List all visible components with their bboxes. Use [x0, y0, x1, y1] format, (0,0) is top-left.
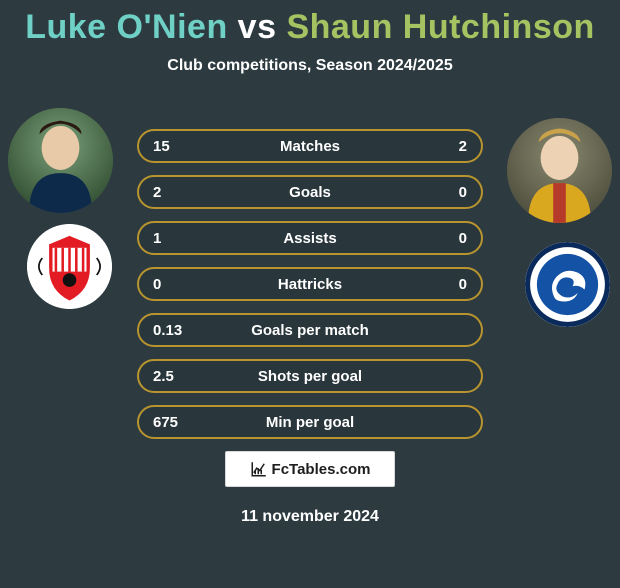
chart-icon — [250, 460, 268, 478]
stat-label: Goals per match — [219, 322, 401, 339]
stat-value-left: 15 — [139, 138, 219, 155]
stat-value-right: 2 — [401, 138, 481, 155]
stat-label: Hattricks — [219, 276, 401, 293]
stat-value-left: 1 — [139, 230, 219, 247]
stat-row: 15Matches2 — [137, 129, 483, 163]
player1-name: Luke O'Nien — [25, 8, 228, 46]
stat-row: 2.5Shots per goal — [137, 359, 483, 393]
stat-label: Min per goal — [219, 414, 401, 431]
stat-value-left: 675 — [139, 414, 219, 431]
vs-text: vs — [228, 8, 287, 46]
badge-text: FcTables.com — [272, 461, 371, 478]
stat-label: Assists — [219, 230, 401, 247]
fctables-badge: FcTables.com — [225, 451, 395, 487]
stat-value-right: 0 — [401, 184, 481, 201]
stat-row: 0.13Goals per match — [137, 313, 483, 347]
player1-club-crest — [27, 224, 112, 309]
stat-label: Goals — [219, 184, 401, 201]
stat-value-left: 0.13 — [139, 322, 219, 339]
subtitle: Club competitions, Season 2024/2025 — [0, 57, 620, 75]
stat-value-left: 2.5 — [139, 368, 219, 385]
stat-row: 0Hattricks0 — [137, 267, 483, 301]
stats-table: 15Matches22Goals01Assists00Hattricks00.1… — [137, 129, 483, 451]
player2-avatar — [507, 118, 612, 223]
player2-club-crest — [525, 242, 610, 327]
stat-label: Matches — [219, 138, 401, 155]
player1-avatar — [8, 108, 113, 213]
date-text: 11 november 2024 — [0, 508, 620, 526]
stat-label: Shots per goal — [219, 368, 401, 385]
stat-value-right: 0 — [401, 276, 481, 293]
stat-value-right: 0 — [401, 230, 481, 247]
comparison-title: Luke O'Nien vs Shaun Hutchinson — [0, 8, 620, 47]
stat-row: 675Min per goal — [137, 405, 483, 439]
stat-row: 1Assists0 — [137, 221, 483, 255]
player2-name: Shaun Hutchinson — [286, 8, 594, 46]
stat-value-left: 0 — [139, 276, 219, 293]
stat-row: 2Goals0 — [137, 175, 483, 209]
stat-value-left: 2 — [139, 184, 219, 201]
